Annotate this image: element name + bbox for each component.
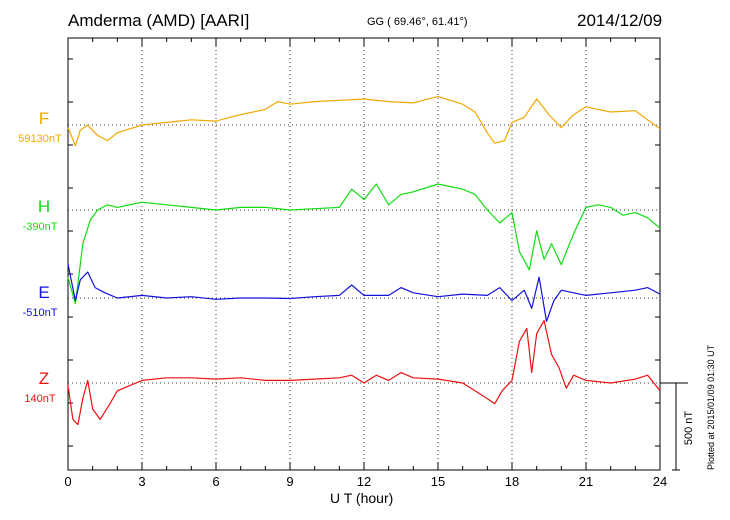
x-tick-label: 3 bbox=[138, 474, 145, 489]
component-label-f: F bbox=[39, 109, 49, 128]
x-tick-label: 18 bbox=[505, 474, 519, 489]
component-label-e: E bbox=[38, 283, 49, 302]
scale-bar-label: 500 nT bbox=[683, 411, 695, 446]
x-tick-label: 12 bbox=[357, 474, 371, 489]
series-line-e bbox=[67, 264, 661, 322]
x-tick-label: 24 bbox=[653, 474, 667, 489]
series-line-f bbox=[67, 95, 661, 147]
station-title: Amderma (AMD) [AARI] bbox=[68, 11, 250, 30]
baseline-label-e: -510nT bbox=[23, 307, 58, 319]
series-line-z bbox=[67, 320, 661, 426]
x-axis-label: U T (hour) bbox=[330, 490, 394, 506]
component-label-h: H bbox=[38, 197, 50, 216]
x-tick-label: 0 bbox=[64, 474, 71, 489]
series-line-h bbox=[67, 183, 661, 305]
component-label-z: Z bbox=[39, 369, 49, 388]
baseline-label-h: -390nT bbox=[23, 221, 58, 233]
x-tick-label: 9 bbox=[286, 474, 293, 489]
x-tick-label: 21 bbox=[579, 474, 593, 489]
baseline-label-f: 59130nT bbox=[18, 133, 62, 145]
date-label: 2014/12/09 bbox=[577, 11, 663, 30]
geographic-coordinates: GG ( 69.46°, 61.41°) bbox=[367, 16, 468, 28]
x-tick-label: 6 bbox=[212, 474, 219, 489]
x-tick-label: 15 bbox=[431, 474, 445, 489]
baseline-label-z: 140nT bbox=[24, 393, 55, 405]
